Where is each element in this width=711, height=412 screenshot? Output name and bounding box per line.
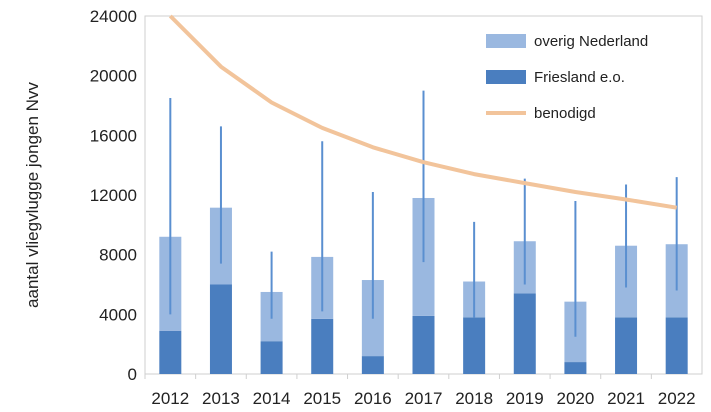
y-tick-label-12000: 12000 xyxy=(90,186,137,205)
bar-friesland-e-o-2021 xyxy=(615,317,638,374)
legend-label-friesland-e-o: Friesland e.o. xyxy=(534,69,625,86)
bar-friesland-e-o-2015 xyxy=(311,318,334,374)
legend-label-benodigd: benodigd xyxy=(534,105,596,122)
y-tick-label-4000: 4000 xyxy=(99,305,137,324)
benodigd-curve xyxy=(168,14,678,210)
y-tick-label-24000: 24000 xyxy=(90,7,137,26)
bar-friesland-e-o-2016 xyxy=(361,356,384,374)
bar-friesland-e-o-2020 xyxy=(564,362,587,374)
x-axis: 2012 2013 2014 2015 2016 2017 2018 2019 2020 2021… xyxy=(144,374,696,408)
legend-swatch-overig-nederland xyxy=(486,34,526,48)
x-tick-label-2018: 2018 xyxy=(455,389,493,408)
bar-friesland-e-o-2017 xyxy=(412,315,435,374)
bar-friesland-e-o-2014 xyxy=(260,341,283,374)
y-tick-label-20000: 20000 xyxy=(90,67,137,86)
y-axis-title: aantal vliegvlugge jongen Nvv xyxy=(23,82,42,308)
legend: overig Nederland Friesland e.o. benodigd xyxy=(486,33,648,122)
x-tick-label-2014: 2014 xyxy=(253,389,291,408)
x-tick-label-2013: 2013 xyxy=(202,389,240,408)
bar-friesland-e-o-2013 xyxy=(209,284,232,374)
bar-friesland-e-o-2022 xyxy=(665,317,688,374)
bars xyxy=(159,197,688,374)
x-tick-label-2020: 2020 xyxy=(556,389,594,408)
y-tick-label-0: 0 xyxy=(128,365,137,384)
x-tick-label-2019: 2019 xyxy=(506,389,544,408)
x-tick-label-2021: 2021 xyxy=(607,389,645,408)
x-tick-label-2016: 2016 xyxy=(354,389,392,408)
legend-label-overig-nederland: overig Nederland xyxy=(534,33,648,50)
x-tick-label-2017: 2017 xyxy=(405,389,443,408)
legend-swatch-friesland-e-o xyxy=(486,70,526,84)
bar-friesland-e-o-2018 xyxy=(463,317,486,374)
x-tick-label-2012: 2012 xyxy=(151,389,189,408)
error-bars xyxy=(169,90,678,337)
x-tick-label-2015: 2015 xyxy=(303,389,341,408)
y-tick-label-16000: 16000 xyxy=(90,126,137,145)
y-axis: 0 4000 8000 12000 16000 20000 24000 xyxy=(90,7,137,384)
bar-friesland-e-o-2019 xyxy=(513,293,536,374)
y-tick-label-8000: 8000 xyxy=(99,246,137,265)
bar-friesland-e-o-2012 xyxy=(159,330,182,374)
line-benodigd xyxy=(168,14,678,210)
x-tick-label-2022: 2022 xyxy=(658,389,696,408)
